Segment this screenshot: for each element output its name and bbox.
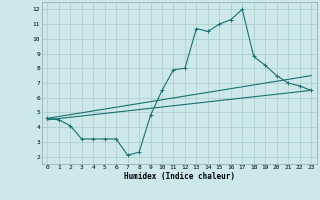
X-axis label: Humidex (Indice chaleur): Humidex (Indice chaleur) xyxy=(124,172,235,181)
